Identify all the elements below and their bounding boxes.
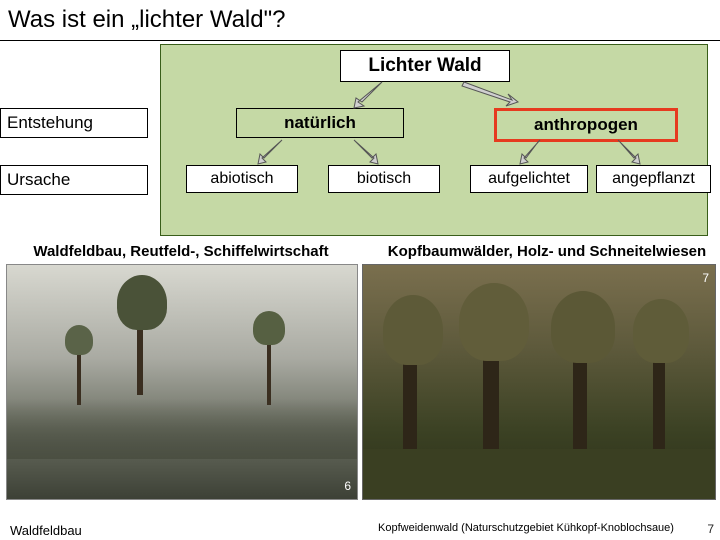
- node-anthropogen: anthropogen: [494, 108, 678, 142]
- node-abiotisch: abiotisch: [186, 165, 298, 193]
- arrow-root-anthropogen: [460, 80, 520, 110]
- caption-left: Waldfeldbau: [10, 523, 82, 538]
- inner-page-number-right: 7: [702, 271, 709, 285]
- arrow-anth-aufgelichtet: [518, 138, 548, 166]
- subheading-left: Waldfeldbau, Reutfeld-, Schiffelwirtscha…: [6, 243, 356, 260]
- arrow-root-natuerlich: [352, 80, 392, 110]
- inner-page-number-left: 6: [344, 479, 351, 493]
- arrow-nat-abiotisch: [256, 138, 290, 166]
- image-waldfeldbau: 6: [6, 264, 358, 500]
- caption-right: Kopfweidenwald (Naturschutzgebiet Kühkop…: [378, 522, 708, 534]
- node-angepflanzt: angepflanzt: [596, 165, 711, 193]
- row-label-ursache: Ursache: [0, 165, 148, 195]
- node-aufgelichtet: aufgelichtet: [470, 165, 588, 193]
- image-kopfweidenwald: 7: [362, 264, 716, 500]
- page-title: Was ist ein „lichter Wald"?: [0, 0, 720, 41]
- page-number: 7: [707, 522, 714, 536]
- node-root: Lichter Wald: [340, 50, 510, 82]
- node-biotisch: biotisch: [328, 165, 440, 193]
- subheading-right: Kopfbaumwälder, Holz- und Schneitelwiese…: [378, 243, 716, 260]
- arrow-nat-biotisch: [348, 138, 382, 166]
- node-natuerlich: natürlich: [236, 108, 404, 138]
- row-label-entstehung: Entstehung: [0, 108, 148, 138]
- arrow-anth-angepflanzt: [612, 138, 642, 166]
